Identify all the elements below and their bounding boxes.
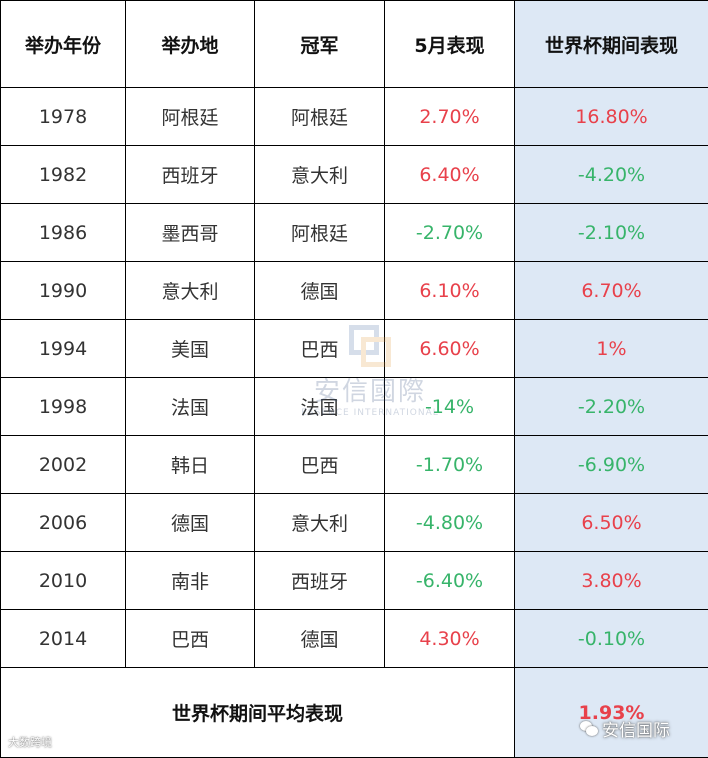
average-value: 1.93%: [515, 668, 708, 758]
cell-worldcup-performance: 3.80%: [515, 552, 708, 610]
cell-year: 1978: [1, 88, 126, 146]
cell-host: 美国: [126, 320, 255, 378]
cell-champion: 阿根廷: [255, 88, 385, 146]
cell-worldcup-performance: -0.10%: [515, 610, 708, 668]
cell-year: 2010: [1, 552, 126, 610]
cell-champion: 意大利: [255, 494, 385, 552]
source-watermark-right: 安信国际: [580, 716, 670, 741]
header-year: 举办年份: [1, 1, 126, 88]
cell-worldcup-performance: -4.20%: [515, 146, 708, 204]
header-worldcup-performance: 世界杯期间表现: [515, 1, 708, 88]
cell-year: 1998: [1, 378, 126, 436]
cell-may-performance: 6.40%: [385, 146, 515, 204]
cell-year: 2002: [1, 436, 126, 494]
header-row: 举办年份 举办地 冠军 5月表现 世界杯期间表现: [1, 1, 708, 88]
cell-year: 2014: [1, 610, 126, 668]
cell-year: 1994: [1, 320, 126, 378]
cell-year: 1990: [1, 262, 126, 320]
cell-worldcup-performance: -2.20%: [515, 378, 708, 436]
cell-worldcup-performance: -6.90%: [515, 436, 708, 494]
cell-year: 2006: [1, 494, 126, 552]
source-right-label: 安信国际: [602, 716, 670, 741]
cell-champion: 意大利: [255, 146, 385, 204]
cell-champion: 德国: [255, 262, 385, 320]
cell-worldcup-performance: 6.70%: [515, 262, 708, 320]
wechat-icon: [580, 721, 598, 737]
cell-worldcup-performance: -2.10%: [515, 204, 708, 262]
header-may-performance: 5月表现: [385, 1, 515, 88]
cell-host: 墨西哥: [126, 204, 255, 262]
cell-host: 南非: [126, 552, 255, 610]
average-row: 世界杯期间平均表现 1.93%: [1, 668, 708, 758]
cell-year: 1982: [1, 146, 126, 204]
cell-may-performance: 6.10%: [385, 262, 515, 320]
cell-may-performance: 6.60%: [385, 320, 515, 378]
cell-worldcup-performance: 1%: [515, 320, 708, 378]
cell-may-performance: -14%: [385, 378, 515, 436]
cell-may-performance: 4.30%: [385, 610, 515, 668]
cell-host: 巴西: [126, 610, 255, 668]
header-host: 举办地: [126, 1, 255, 88]
source-watermark-left: 大数跨境: [8, 734, 52, 750]
cell-host: 西班牙: [126, 146, 255, 204]
cell-champion: 法国: [255, 378, 385, 436]
cell-host: 德国: [126, 494, 255, 552]
cell-host: 韩日: [126, 436, 255, 494]
cell-year: 1986: [1, 204, 126, 262]
cell-champion: 阿根廷: [255, 204, 385, 262]
cell-host: 法国: [126, 378, 255, 436]
header-champion: 冠军: [255, 1, 385, 88]
cell-may-performance: -1.70%: [385, 436, 515, 494]
cell-may-performance: -2.70%: [385, 204, 515, 262]
cell-worldcup-performance: 16.80%: [515, 88, 708, 146]
cell-worldcup-performance: 6.50%: [515, 494, 708, 552]
cell-champion: 德国: [255, 610, 385, 668]
cell-host: 意大利: [126, 262, 255, 320]
average-label: 世界杯期间平均表现: [1, 668, 515, 758]
cell-champion: 巴西: [255, 436, 385, 494]
cell-host: 阿根廷: [126, 88, 255, 146]
cell-champion: 巴西: [255, 320, 385, 378]
cell-may-performance: -4.80%: [385, 494, 515, 552]
cell-may-performance: 2.70%: [385, 88, 515, 146]
cell-champion: 西班牙: [255, 552, 385, 610]
cell-may-performance: -6.40%: [385, 552, 515, 610]
